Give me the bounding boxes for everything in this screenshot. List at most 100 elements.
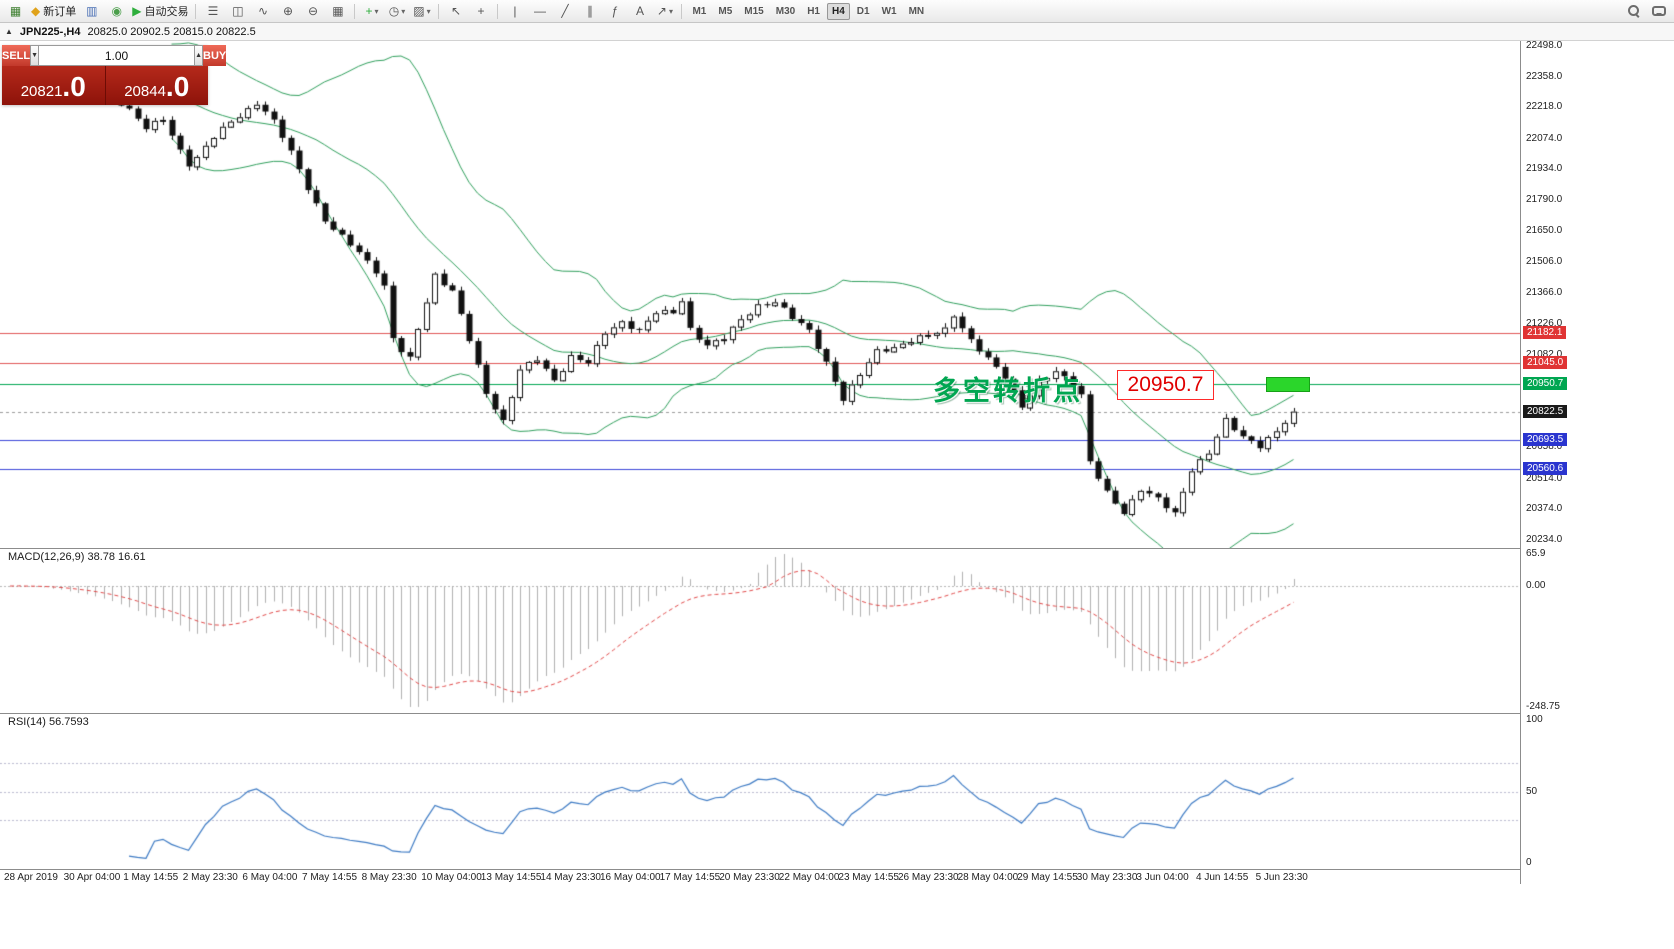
arrows-icon: ↗ xyxy=(656,4,667,18)
chevron-down-icon: ▾ xyxy=(426,6,431,16)
line-chart-button[interactable]: ∿ xyxy=(250,1,275,22)
cursor-button[interactable]: ↖ xyxy=(443,1,468,22)
trendline-button[interactable]: ╱ xyxy=(552,1,577,22)
time-axis-label: 26 May 23:30 xyxy=(898,872,959,883)
time-axis-label: 14 May 23:30 xyxy=(540,872,601,883)
chat-icon[interactable] xyxy=(1652,6,1666,16)
arrows-button[interactable]: ↗ ▾ xyxy=(652,1,677,22)
collapse-icon[interactable]: ▲ xyxy=(5,27,13,36)
chart-ohlc-values: 20825.0 20902.5 20815.0 20822.5 xyxy=(87,25,256,38)
vertical-line-icon: | xyxy=(513,4,517,18)
new-chart-button[interactable]: ▦ xyxy=(3,1,28,22)
trade-panel-prices: 20821.0 20844.0 xyxy=(2,66,208,105)
search-icon[interactable] xyxy=(1627,4,1640,17)
toolbar-separator xyxy=(438,3,440,19)
price-axis-label: 20514.0 xyxy=(1526,472,1563,484)
trendline-icon: ╱ xyxy=(561,4,569,18)
volume-decrease-button[interactable]: ▼ xyxy=(30,45,40,66)
timeframe-mn-button[interactable]: MN xyxy=(908,5,925,17)
chart-symbol-title: JPN225-,H4 xyxy=(19,25,81,38)
templates-button[interactable]: ▨ ▾ xyxy=(409,1,434,22)
crosshair-button[interactable]: + xyxy=(468,1,493,22)
price-tag: 21182.1 xyxy=(1523,326,1567,340)
price-axis-label: 22498.0 xyxy=(1526,40,1563,51)
chevron-down-icon: ▾ xyxy=(401,6,406,16)
time-axis-label: 16 May 04:00 xyxy=(600,872,661,883)
timeframe-w1-button[interactable]: W1 xyxy=(881,5,897,17)
volume-increase-button[interactable]: ▲ xyxy=(194,45,203,66)
timeframe-h1-button[interactable]: H1 xyxy=(807,5,820,17)
time-axis-label: 7 May 14:55 xyxy=(302,872,358,883)
fibonacci-button[interactable]: ƒ xyxy=(602,1,627,22)
time-axis-label: 6 May 04:00 xyxy=(242,872,298,883)
zoom-out-button[interactable]: ⊖ xyxy=(300,1,325,22)
timeframe-d1-button[interactable]: D1 xyxy=(856,5,870,17)
time-axis-label: 17 May 14:55 xyxy=(659,872,721,883)
text-label-button[interactable]: A xyxy=(627,1,652,22)
buy-price-main: 20844 xyxy=(124,83,166,100)
turning-point-annotation: 多空转折点 xyxy=(933,376,1083,406)
timeframe-m5-button[interactable]: M5 xyxy=(718,5,733,17)
bar-chart-button[interactable]: ☰ xyxy=(200,1,225,22)
auto-trading-icon: ▶ xyxy=(132,4,142,18)
time-axis[interactable]: 28 Apr 2019 30 Apr 04:00 1 May 14:55 2 May … xyxy=(0,870,1520,885)
zoom-in-button[interactable]: ⊕ xyxy=(275,1,300,22)
channel-button[interactable]: ∥ xyxy=(577,1,602,22)
channel-icon: ∥ xyxy=(586,4,593,18)
time-axis-label: 29 May 14:55 xyxy=(1017,872,1078,883)
templates-icon: ▨ xyxy=(413,4,425,18)
chart-title-bar: ▲ JPN225-,H4 20825.0 20902.5 20815.0 208… xyxy=(0,23,1674,41)
new-chart-icon: ▦ xyxy=(9,4,22,18)
volume-input[interactable] xyxy=(39,45,195,66)
periods-button[interactable]: ◷ ▾ xyxy=(384,1,409,22)
time-axis-label: 28 May 04:00 xyxy=(957,872,1019,883)
horizontal-line-button[interactable]: — xyxy=(527,1,552,22)
highlight-rectangle xyxy=(1266,377,1310,392)
candlestick-chart-button[interactable]: ◫ xyxy=(225,1,250,22)
timeframe-m30-button[interactable]: M30 xyxy=(775,5,796,17)
sell-price-display[interactable]: 20821.0 xyxy=(2,66,106,105)
vertical-line-button[interactable]: | xyxy=(502,1,527,22)
sell-price-main: 20821 xyxy=(20,83,63,100)
panel-separator[interactable] xyxy=(0,869,1674,870)
indicators-icon: + xyxy=(365,4,373,18)
cursor-icon: ↖ xyxy=(450,4,461,18)
strategy-navigator-button[interactable]: ◉ xyxy=(104,1,129,22)
price-axis-label: 21506.0 xyxy=(1526,256,1563,268)
rsi-panel-canvas[interactable] xyxy=(0,714,1520,869)
buy-price-frac: .0 xyxy=(165,71,190,102)
auto-trading-button[interactable]: ▶ 自动交易 xyxy=(129,1,191,22)
market-watch-button[interactable]: ▥ xyxy=(79,1,104,22)
buy-button[interactable]: BUY xyxy=(203,45,227,66)
new-order-button[interactable]: ◆ 新订单 xyxy=(28,1,79,22)
horizontal-line-icon: — xyxy=(533,4,546,18)
price-axis-label: 21650.0 xyxy=(1526,225,1563,237)
price-axis-label: 21790.0 xyxy=(1526,194,1563,206)
price-axis-label: 22218.0 xyxy=(1526,101,1563,113)
macd-axis-label: 65.9 xyxy=(1526,548,1546,559)
zoom-in-icon: ⊕ xyxy=(282,4,293,18)
price-axis[interactable]: 22498.0 22358.0 22218.0 22074.0 21934.0 21790… xyxy=(1520,40,1674,884)
timeframe-h4-button[interactable]: H4 xyxy=(826,2,850,20)
panel-separator[interactable] xyxy=(0,713,1674,714)
panel-separator[interactable] xyxy=(0,548,1674,549)
sell-button[interactable]: SELL xyxy=(2,45,31,66)
price-axis-label: 21934.0 xyxy=(1526,163,1563,175)
timeframe-m15-button[interactable]: M15 xyxy=(744,5,764,17)
price-tag: 20822.5 xyxy=(1523,404,1568,418)
timeframe-m1-button[interactable]: M1 xyxy=(692,5,707,17)
toolbar-separator xyxy=(497,3,499,19)
indicators-button[interactable]: + ▾ xyxy=(359,1,384,22)
toolbar-separator xyxy=(354,3,356,19)
macd-panel-canvas[interactable] xyxy=(0,549,1520,712)
price-axis-label: 21082.0 xyxy=(1526,348,1563,360)
buy-price-display[interactable]: 20844.0 xyxy=(105,66,208,105)
rsi-axis-label: 0 xyxy=(1526,857,1532,868)
time-axis-label: 30 Apr 04:00 xyxy=(63,872,121,883)
time-axis-label: 1 May 14:55 xyxy=(123,872,179,883)
price-chart-canvas[interactable] xyxy=(0,41,1520,548)
tile-windows-button[interactable]: ▦ xyxy=(325,1,350,22)
macd-indicator-label: MACD(12,26,9) 38.78 16.61 xyxy=(8,551,146,563)
price-axis-label: 21366.0 xyxy=(1526,287,1563,298)
time-axis-label: 28 Apr 2019 xyxy=(4,872,58,883)
